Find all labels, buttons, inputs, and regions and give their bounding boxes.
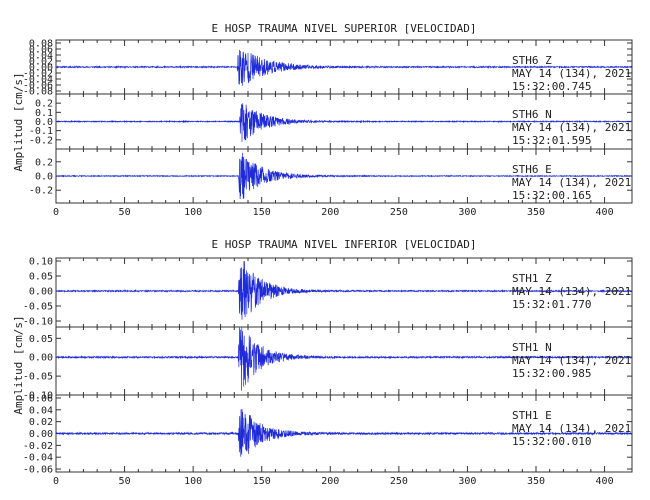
chart-title: E HOSP TRAUMA NIVEL SUPERIOR [VELOCIDAD]	[212, 22, 477, 35]
station-label: STH1 E	[512, 409, 552, 422]
y-tick-label: 0.00	[29, 429, 53, 440]
y-tick-label: 0.00	[29, 63, 53, 74]
y-tick-label: -0.08	[23, 87, 53, 98]
y-tick-label: 0.05	[29, 334, 53, 345]
seismic-trace	[55, 152, 633, 200]
x-tick-label: 150	[253, 207, 271, 218]
y-tick-label: 0.02	[29, 57, 53, 68]
seismic-trace	[55, 327, 633, 391]
x-tick-label: 0	[53, 476, 59, 487]
seismogram-chart: E HOSP TRAUMA NIVEL INFERIOR [VELOCIDAD]…	[12, 238, 633, 487]
y-tick-label: -0.02	[23, 441, 53, 452]
y-tick-label: 0.04	[29, 51, 53, 62]
date-label: MAY 14 (134), 2021	[512, 176, 631, 189]
y-tick-label: 0.06	[29, 45, 53, 56]
y-tick-label: 0.2	[35, 99, 53, 110]
y-tick-label: 0.00	[29, 287, 53, 298]
chart-title: E HOSP TRAUMA NIVEL INFERIOR [VELOCIDAD]	[212, 238, 477, 251]
y-tick-label: 0.00	[29, 353, 53, 364]
time-label: 15:32:00.010	[512, 435, 591, 448]
x-tick-label: 250	[390, 476, 408, 487]
y-tick-label: 0.1	[35, 108, 53, 119]
seismic-trace	[55, 103, 633, 142]
x-tick-label: 50	[119, 476, 131, 487]
y-tick-label: -0.05	[23, 372, 53, 383]
y-tick-label: 0.05	[29, 272, 53, 283]
y-tick-label: 0.0	[35, 117, 53, 128]
x-tick-label: 300	[458, 476, 476, 487]
time-label: 15:32:00.985	[512, 367, 591, 380]
station-label: STH1 Z	[512, 272, 552, 285]
x-tick-label: 300	[458, 207, 476, 218]
x-tick-label: 350	[527, 207, 545, 218]
y-tick-label: 0.04	[29, 405, 53, 416]
seismic-trace	[55, 408, 633, 457]
x-tick-label: 250	[390, 207, 408, 218]
y-tick-label: 0.06	[29, 393, 53, 404]
x-tick-label: 100	[184, 476, 202, 487]
time-label: 15:32:01.595	[512, 134, 591, 147]
y-axis-label: Amplitud [cm/s]	[12, 315, 25, 414]
x-tick-label: 50	[119, 207, 131, 218]
y-tick-label: 0.2	[35, 157, 53, 168]
y-tick-label: -0.06	[23, 465, 53, 476]
y-tick-label: -0.1	[29, 126, 53, 137]
y-tick-label: -0.02	[23, 69, 53, 80]
y-tick-label: 0.02	[29, 417, 53, 428]
y-axis-label: Amplitud [cm/s]	[12, 72, 25, 171]
seismogram-chart: E HOSP TRAUMA NIVEL SUPERIOR [VELOCIDAD]…	[12, 22, 633, 218]
time-label: 15:32:01.770	[512, 298, 591, 311]
date-label: MAY 14 (134), 2021	[512, 67, 631, 80]
y-tick-label: -0.06	[23, 81, 53, 92]
x-tick-label: 150	[253, 476, 271, 487]
x-tick-label: 200	[321, 476, 339, 487]
station-label: STH6 E	[512, 163, 552, 176]
y-tick-label: -0.10	[23, 317, 53, 328]
x-tick-label: 400	[596, 207, 614, 218]
date-label: MAY 14 (134), 2021	[512, 354, 631, 367]
y-tick-label: -0.05	[23, 302, 53, 313]
trace-panel: 0.060.040.020.00-0.02-0.04-0.06 STH1 EMAY…	[23, 393, 633, 476]
date-label: MAY 14 (134), 2021	[512, 121, 631, 134]
x-tick-label: 400	[596, 476, 614, 487]
y-tick-label: -0.2	[29, 135, 53, 146]
y-tick-label: 0.10	[29, 257, 53, 268]
date-label: MAY 14 (134), 2021	[512, 285, 631, 298]
time-label: 15:32:00.165	[512, 189, 591, 202]
y-tick-label: -0.04	[23, 453, 53, 464]
time-label: 15:32:00.745	[512, 80, 591, 93]
y-tick-label: -0.10	[23, 391, 53, 402]
date-label: MAY 14 (134), 2021	[512, 422, 631, 435]
x-tick-label: 200	[321, 207, 339, 218]
seismic-trace	[55, 261, 633, 320]
x-tick-label: 0	[53, 207, 59, 218]
y-tick-label: -0.2	[29, 186, 53, 197]
station-label: STH1 N	[512, 341, 552, 354]
y-tick-label: 0.0	[35, 172, 53, 183]
station-label: STH6 Z	[512, 54, 552, 67]
x-tick-label: 350	[527, 476, 545, 487]
seismic-trace	[56, 49, 633, 86]
y-tick-label: 0.08	[29, 39, 53, 50]
x-tick-label: 100	[184, 207, 202, 218]
y-tick-label: -0.04	[23, 75, 53, 86]
station-label: STH6 N	[512, 108, 552, 121]
trace-panel: 0.080.060.040.020.00-0.02-0.04-0.06-0.08…	[23, 39, 633, 98]
